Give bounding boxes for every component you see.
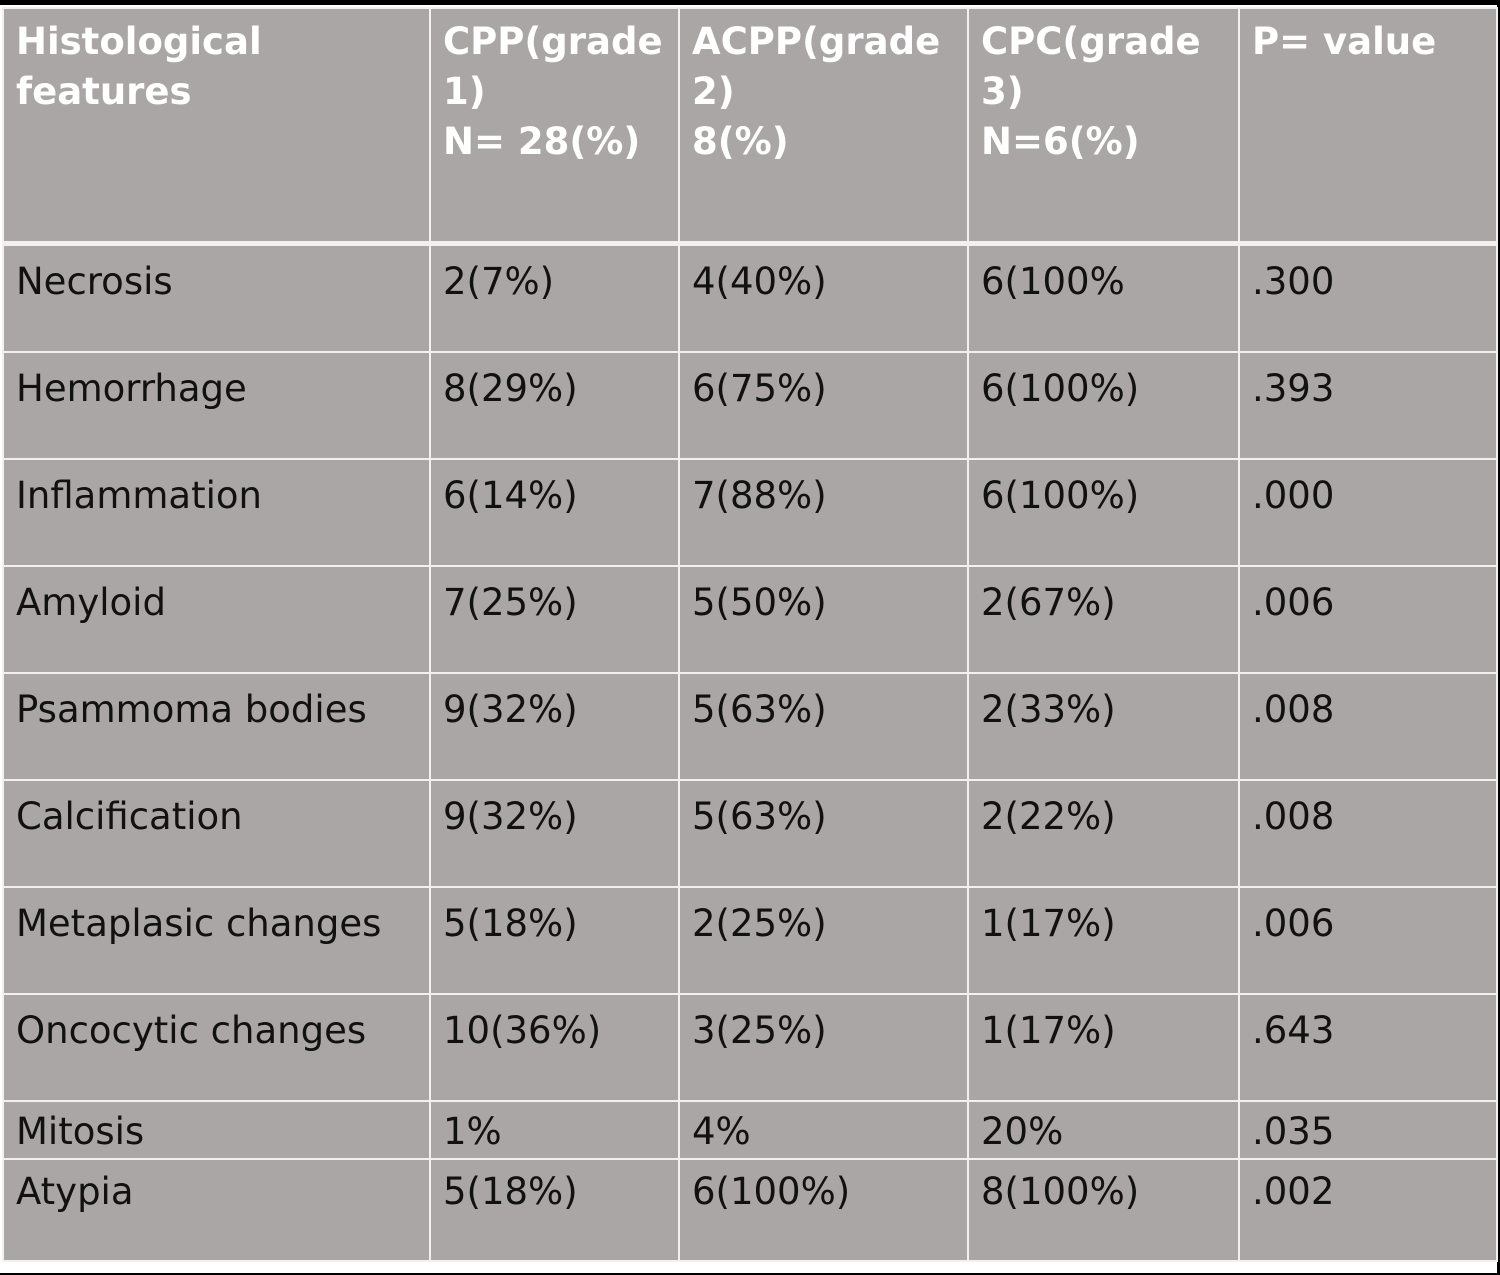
feature-cell: Metaplasic changes xyxy=(2,886,431,995)
cpc-cell: 20% xyxy=(967,1100,1240,1160)
header-cpp-grade-1: CPP(grade 1) N= 28(%) xyxy=(429,7,680,246)
acpp-cell: 5(63%) xyxy=(678,672,969,781)
cpp-cell: 9(32%) xyxy=(429,672,680,781)
cpc-cell: 2(22%) xyxy=(967,779,1240,888)
table-row-calcification: Calcification 9(32%) 5(63%) 2(22%) .008 xyxy=(2,779,1498,888)
cpc-cell: 8(100%) xyxy=(967,1158,1240,1262)
feature-cell: Amyloid xyxy=(2,565,431,674)
cpc-cell: 6(100%) xyxy=(967,351,1240,460)
acpp-cell: 6(100%) xyxy=(678,1158,969,1262)
table-row-inflammation: Inflammation 6(14%) 7(88%) 6(100%) .000 xyxy=(2,458,1498,567)
p-value-cell: .006 xyxy=(1238,565,1498,674)
feature-cell: Hemorrhage xyxy=(2,351,431,460)
acpp-cell: 5(50%) xyxy=(678,565,969,674)
header-p-value: P= value xyxy=(1238,7,1498,246)
table-row-oncocytic-changes: Oncocytic changes 10(36%) 3(25%) 1(17%) … xyxy=(2,993,1498,1102)
p-value-cell: .643 xyxy=(1238,993,1498,1102)
acpp-cell: 4(40%) xyxy=(678,242,969,353)
cpp-cell: 7(25%) xyxy=(429,565,680,674)
acpp-cell: 3(25%) xyxy=(678,993,969,1102)
table-row-psammoma-bodies: Psammoma bodies 9(32%) 5(63%) 2(33%) .00… xyxy=(2,672,1498,781)
feature-cell: Oncocytic changes xyxy=(2,993,431,1102)
cpc-cell: 6(100% xyxy=(967,242,1240,353)
cpp-cell: 6(14%) xyxy=(429,458,680,567)
cpc-cell: 2(67%) xyxy=(967,565,1240,674)
p-value-cell: .002 xyxy=(1238,1158,1498,1262)
cpc-cell: 6(100%) xyxy=(967,458,1240,567)
table-frame: Histological features CPP(grade 1) N= 28… xyxy=(0,5,1498,1273)
p-value-cell: .008 xyxy=(1238,672,1498,781)
p-value-cell: .006 xyxy=(1238,886,1498,995)
table-row-metaplasic-changes: Metaplasic changes 5(18%) 2(25%) 1(17%) … xyxy=(2,886,1498,995)
p-value-cell: .393 xyxy=(1238,351,1498,460)
feature-cell: Necrosis xyxy=(2,242,431,353)
table-row-hemorrhage: Hemorrhage 8(29%) 6(75%) 6(100%) .393 xyxy=(2,351,1498,460)
p-value-cell: .300 xyxy=(1238,242,1498,353)
table-row-mitosis: Mitosis 1% 4% 20% .035 xyxy=(2,1100,1498,1160)
histological-features-table: Histological features CPP(grade 1) N= 28… xyxy=(2,7,1498,1262)
feature-cell: Calcification xyxy=(2,779,431,888)
cpp-cell: 8(29%) xyxy=(429,351,680,460)
cpc-cell: 1(17%) xyxy=(967,993,1240,1102)
acpp-cell: 6(75%) xyxy=(678,351,969,460)
cpp-cell: 1% xyxy=(429,1100,680,1160)
table-row-amyloid: Amyloid 7(25%) 5(50%) 2(67%) .006 xyxy=(2,565,1498,674)
cpp-cell: 9(32%) xyxy=(429,779,680,888)
cpp-cell: 5(18%) xyxy=(429,886,680,995)
acpp-cell: 4% xyxy=(678,1100,969,1160)
cpp-cell: 5(18%) xyxy=(429,1158,680,1262)
feature-cell: Psammoma bodies xyxy=(2,672,431,781)
feature-cell: Mitosis xyxy=(2,1100,431,1160)
table-header-row: Histological features CPP(grade 1) N= 28… xyxy=(2,7,1498,246)
header-acpp-grade-2: ACPP(grade 2) 8(%) xyxy=(678,7,969,246)
header-cpc-grade-3: CPC(grade 3) N=6(%) xyxy=(967,7,1240,246)
feature-cell: Atypia xyxy=(2,1158,431,1262)
table-row-atypia: Atypia 5(18%) 6(100%) 8(100%) .002 xyxy=(2,1158,1498,1262)
cpp-cell: 2(7%) xyxy=(429,242,680,353)
table-row-necrosis: Necrosis 2(7%) 4(40%) 6(100% .300 xyxy=(2,242,1498,353)
p-value-cell: .035 xyxy=(1238,1100,1498,1160)
feature-cell: Inflammation xyxy=(2,458,431,567)
acpp-cell: 2(25%) xyxy=(678,886,969,995)
p-value-cell: .008 xyxy=(1238,779,1498,888)
cpp-cell: 10(36%) xyxy=(429,993,680,1102)
p-value-cell: .000 xyxy=(1238,458,1498,567)
acpp-cell: 7(88%) xyxy=(678,458,969,567)
acpp-cell: 5(63%) xyxy=(678,779,969,888)
cpc-cell: 1(17%) xyxy=(967,886,1240,995)
header-histological-features: Histological features xyxy=(2,7,431,246)
cpc-cell: 2(33%) xyxy=(967,672,1240,781)
